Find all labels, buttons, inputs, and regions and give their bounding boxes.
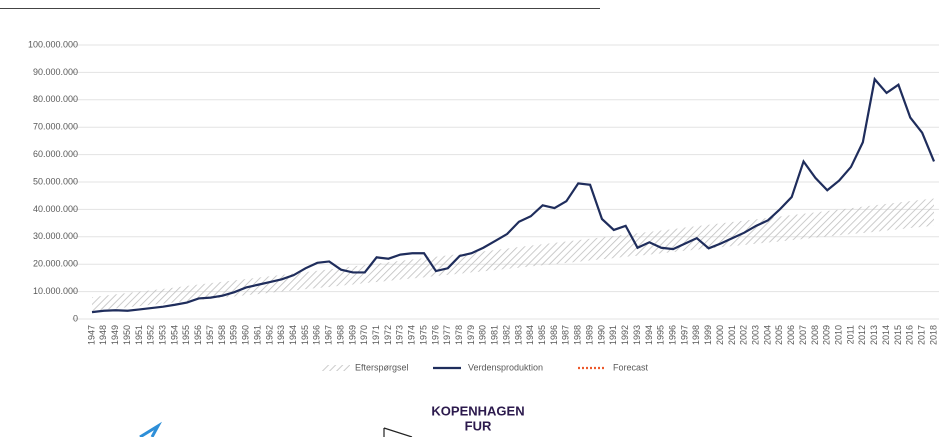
x-tick-label: 2000 <box>715 325 725 345</box>
x-tick-label: 2011 <box>845 325 855 344</box>
x-tick-label: 2005 <box>774 325 784 345</box>
x-tick-label: 1984 <box>525 325 535 345</box>
y-tick-label: 10.000.000 <box>33 286 78 296</box>
band-area <box>92 198 934 311</box>
y-tick-label: 0 <box>73 313 78 323</box>
x-tick-label: 2017 <box>917 325 927 345</box>
logo-shape <box>383 427 413 437</box>
x-tick-label: 1964 <box>288 325 298 345</box>
x-tick-label: 1989 <box>584 325 594 345</box>
x-tick-label: 1994 <box>644 325 654 345</box>
x-tick-label: 1952 <box>146 325 156 345</box>
series-line <box>91 76 936 314</box>
x-tick-label: 2010 <box>834 325 844 345</box>
legend-swatch <box>322 365 350 371</box>
x-tick-label: 1977 <box>442 325 452 345</box>
x-tick-label: 1962 <box>264 325 274 345</box>
x-tick-label: 1968 <box>335 325 345 345</box>
x-tick-label: 2006 <box>786 325 796 345</box>
y-tick-label: 100.000.000 <box>28 39 78 49</box>
x-tick-label: 2014 <box>881 325 891 345</box>
y-tick-label: 50.000.000 <box>33 176 78 186</box>
x-tick-label: 1985 <box>537 325 547 345</box>
x-tick-label: 1972 <box>383 325 393 345</box>
x-tick-label: 1991 <box>608 325 618 345</box>
x-tick-label: 1996 <box>667 325 677 345</box>
x-tick-label: 1988 <box>573 325 583 345</box>
y-tick-label: 20.000.000 <box>33 259 78 269</box>
x-tick-label: 1976 <box>430 325 440 345</box>
x-tick-label: 1966 <box>312 325 322 345</box>
x-tick-label: 1970 <box>359 325 369 345</box>
x-tick-label: 1986 <box>549 325 559 345</box>
y-tick-label: 70.000.000 <box>33 122 78 132</box>
x-tick-label: 2003 <box>750 325 760 345</box>
x-tick-label: 1959 <box>229 325 239 345</box>
x-tick-label: 1948 <box>98 325 108 345</box>
logo-shape <box>139 421 163 437</box>
x-tick-label: 1983 <box>513 325 523 345</box>
x-tick-label: 1987 <box>561 325 571 345</box>
x-tick-label: 1981 <box>490 325 500 345</box>
x-tick-label: 1958 <box>217 325 227 345</box>
x-tick-label: 1956 <box>193 325 203 345</box>
y-tick-label: 90.000.000 <box>33 67 78 77</box>
y-tick-label: 80.000.000 <box>33 94 78 104</box>
x-tick-label: 2015 <box>893 325 903 345</box>
x-tick-label: 2001 <box>727 325 737 345</box>
x-tick-label: 1953 <box>158 325 168 345</box>
x-tick-label: 1978 <box>454 325 464 345</box>
x-tick-label: 2002 <box>739 325 749 345</box>
x-tick-label: 2008 <box>810 325 820 345</box>
x-tick-label: 1973 <box>395 325 405 345</box>
x-tick-label: 1963 <box>276 325 286 345</box>
x-tick-label: 1969 <box>347 325 357 345</box>
chart: 0 10.000.000 20.000.000 30.000.000 40.000.00… <box>28 39 939 372</box>
x-tick-label: 1954 <box>169 325 179 345</box>
y-tick-label: 30.000.000 <box>33 231 78 241</box>
x-tick-label: 1998 <box>691 325 701 345</box>
x-tick-label: 2018 <box>928 325 938 345</box>
x-tick-label: 1974 <box>407 325 417 345</box>
x-tick-label: 1999 <box>703 325 713 345</box>
x-tick-label: 2009 <box>822 325 832 345</box>
x-tick-label: 1980 <box>478 325 488 345</box>
logo-text: FUR <box>465 418 492 433</box>
x-tick-label: 1995 <box>656 325 666 345</box>
x-tick-label: 2012 <box>857 325 867 345</box>
x-tick-label: 1960 <box>241 325 251 345</box>
logo-text: KOPENHAGEN <box>431 403 524 418</box>
x-tick-label: 1979 <box>466 325 476 345</box>
legend-label: Efterspørgsel <box>355 362 409 372</box>
x-tick-label: 1957 <box>205 325 215 345</box>
y-tick-label: 40.000.000 <box>33 204 78 214</box>
x-tick-label: 2016 <box>905 325 915 345</box>
x-tick-label: 1965 <box>300 325 310 345</box>
x-tick-label: 1990 <box>596 325 606 345</box>
x-tick-label: 2007 <box>798 325 808 345</box>
x-tick-label: 2013 <box>869 325 879 345</box>
x-tick-label: 1975 <box>418 325 428 345</box>
x-tick-label: 1951 <box>134 325 144 345</box>
legend-label: Verdensproduktion <box>468 362 543 372</box>
x-tick-label: 1971 <box>371 325 381 345</box>
x-tick-label: 2004 <box>762 325 772 345</box>
x-tick-label: 1992 <box>620 325 630 345</box>
x-tick-label: 1993 <box>632 325 642 345</box>
x-tick-label: 1949 <box>110 325 120 345</box>
x-tick-label: 1955 <box>181 325 191 345</box>
x-tick-label: 1961 <box>252 325 262 345</box>
x-tick-label: 1947 <box>86 325 96 345</box>
x-tick-label: 1982 <box>501 325 511 345</box>
x-tick-label: 1997 <box>679 325 689 345</box>
x-tick-label: 1967 <box>324 325 334 345</box>
legend-label: Forecast <box>613 362 649 372</box>
x-tick-label: 1950 <box>122 325 132 345</box>
y-tick-label: 60.000.000 <box>33 149 78 159</box>
